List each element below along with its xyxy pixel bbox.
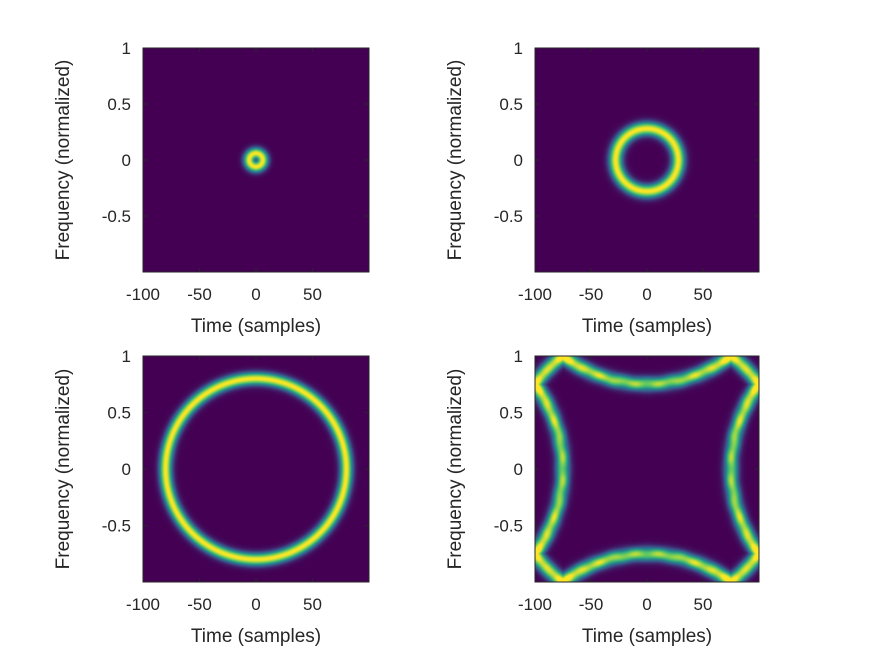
heatmap-image bbox=[143, 48, 369, 272]
x-axis-label: Time (samples) bbox=[191, 626, 321, 647]
y-tick-label: 0.5 bbox=[499, 95, 523, 114]
x-tick-label: -100 bbox=[126, 285, 160, 304]
subplot-top-left: -100 -50 0 50 -0.5 0 0.5 1 Time (samples) Frequen… bbox=[53, 39, 370, 337]
y-tick-label: 1 bbox=[122, 39, 131, 58]
subplot-top-right: -100 -50 0 50 -0.5 0 0.5 1 Time (samples) Frequen… bbox=[445, 39, 760, 337]
y-tick-label: 1 bbox=[122, 347, 131, 366]
heatmap-image bbox=[535, 356, 759, 582]
y-tick-label: 0 bbox=[122, 151, 131, 170]
x-tick-label: -50 bbox=[579, 285, 604, 304]
x-tick-label: 0 bbox=[642, 285, 651, 304]
x-tick-label: 50 bbox=[303, 285, 322, 304]
heatmap-image bbox=[535, 48, 759, 272]
x-tick-label: 0 bbox=[251, 595, 260, 614]
subplot-bottom-left: -100 -50 0 50 -0.5 0 0.5 1 Time (samples) Frequen… bbox=[53, 347, 370, 647]
x-tick-label: 50 bbox=[303, 595, 322, 614]
y-tick-label: 0 bbox=[514, 460, 523, 479]
y-tick-label: 0.5 bbox=[499, 404, 523, 423]
x-axis-label: Time (samples) bbox=[582, 626, 712, 647]
y-tick-label: 0 bbox=[122, 460, 131, 479]
x-tick-label: -50 bbox=[187, 285, 212, 304]
y-axis-label: Frequency (normalized) bbox=[53, 60, 74, 261]
x-axis-label: Time (samples) bbox=[191, 316, 321, 337]
y-axis-label: Frequency (normalized) bbox=[53, 369, 74, 570]
y-axis-label: Frequency (normalized) bbox=[445, 60, 466, 261]
x-tick-label: 50 bbox=[694, 595, 713, 614]
x-tick-label: 50 bbox=[694, 285, 713, 304]
y-axis-label: Frequency (normalized) bbox=[445, 369, 466, 570]
x-tick-label: -100 bbox=[518, 595, 552, 614]
y-tick-label: 1 bbox=[514, 39, 523, 58]
heatmap-image bbox=[143, 356, 369, 582]
subplot-bottom-right: -100 -50 0 50 -0.5 0 0.5 1 Time (samples) Frequen… bbox=[445, 347, 760, 647]
x-axis-label: Time (samples) bbox=[582, 316, 712, 337]
y-tick-label: 0.5 bbox=[107, 95, 131, 114]
y-tick-label: 0 bbox=[514, 151, 523, 170]
x-tick-label: -100 bbox=[126, 595, 160, 614]
x-tick-label: -100 bbox=[518, 285, 552, 304]
x-tick-label: -50 bbox=[579, 595, 604, 614]
y-tick-label: -0.5 bbox=[102, 517, 131, 536]
y-tick-label: 0.5 bbox=[107, 404, 131, 423]
x-tick-label: -50 bbox=[187, 595, 212, 614]
x-tick-label: 0 bbox=[642, 595, 651, 614]
y-tick-label: -0.5 bbox=[494, 207, 523, 226]
y-tick-label: 1 bbox=[514, 347, 523, 366]
y-tick-label: -0.5 bbox=[102, 207, 131, 226]
y-tick-label: -0.5 bbox=[494, 517, 523, 536]
x-tick-label: 0 bbox=[251, 285, 260, 304]
